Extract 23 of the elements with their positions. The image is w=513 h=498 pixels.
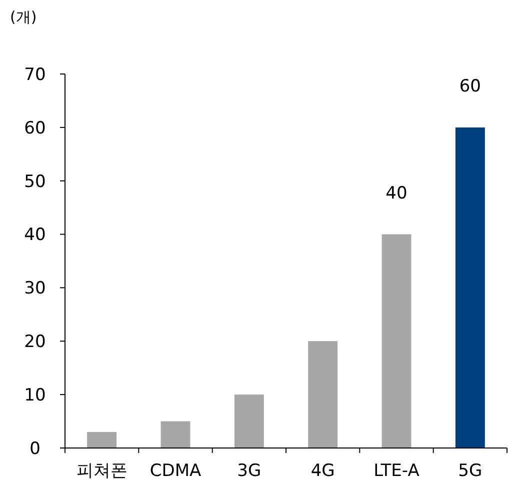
x-tick-label: CDMA (150, 461, 202, 481)
y-tick-label: 10 (24, 386, 46, 406)
bar (87, 432, 117, 448)
data-label: 40 (386, 183, 408, 204)
x-tick-label: LTE-A (374, 461, 420, 481)
bar (382, 234, 412, 448)
bar (455, 127, 485, 448)
x-tick-label: 5G (458, 461, 482, 481)
y-tick-label: 60 (24, 118, 46, 138)
x-tick-label: 3G (237, 461, 262, 481)
bar (234, 394, 264, 448)
y-tick-label: 0 (30, 438, 40, 459)
bar (308, 341, 338, 448)
data-label: 60 (459, 76, 481, 96)
y-tick-label: 40 (24, 225, 46, 246)
bar (160, 421, 190, 448)
y-tick-label: 70 (24, 64, 46, 85)
x-tick-label: 피쳐폰 (76, 461, 128, 481)
y-tick-label: 50 (24, 172, 46, 192)
x-tick-label: 4G (310, 461, 335, 481)
y-tick-label: 20 (24, 332, 46, 352)
y-axis-title: (개) (10, 8, 37, 26)
y-tick-label: 30 (24, 278, 46, 299)
